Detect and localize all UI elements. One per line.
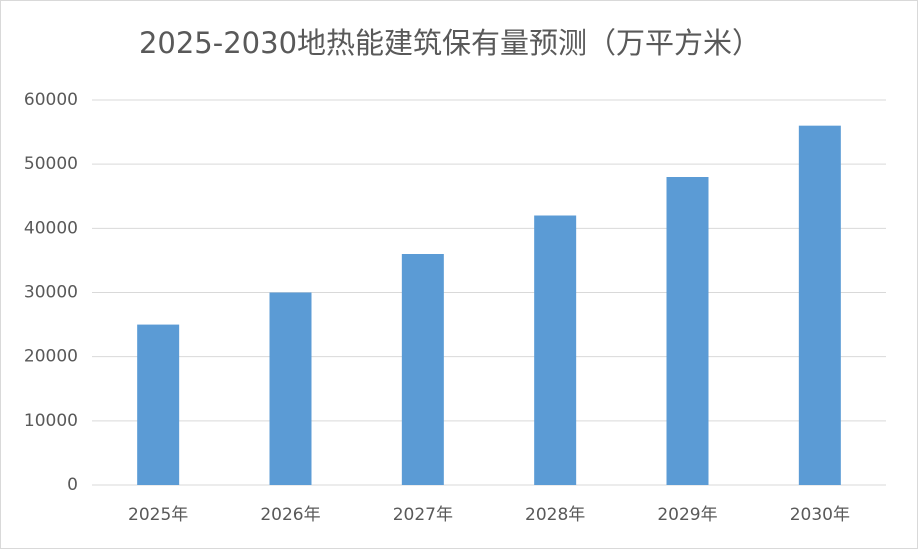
x-tick-label: 2027年	[393, 505, 453, 525]
y-tick-label: 40000	[24, 218, 78, 238]
x-tick-label: 2028年	[525, 505, 585, 525]
x-tick-label: 2026年	[260, 505, 320, 525]
x-tick-label: 2025年	[128, 505, 188, 525]
y-tick-label: 0	[67, 475, 78, 495]
bar	[401, 254, 444, 485]
bar	[269, 292, 312, 485]
y-tick-label: 10000	[24, 411, 78, 431]
chart-title: 2025-2030地热能建筑保有量预测（万平方米）	[139, 26, 761, 60]
bar	[798, 125, 841, 486]
bar	[137, 324, 180, 485]
x-tick-label: 2029年	[657, 505, 717, 525]
y-tick-label: 20000	[24, 347, 78, 367]
y-tick-label: 60000	[24, 90, 78, 110]
y-tick-label: 50000	[24, 154, 78, 174]
x-tick-label: 2030年	[790, 505, 850, 525]
y-tick-label: 30000	[24, 283, 78, 303]
bar	[534, 215, 577, 485]
bar	[666, 177, 709, 485]
